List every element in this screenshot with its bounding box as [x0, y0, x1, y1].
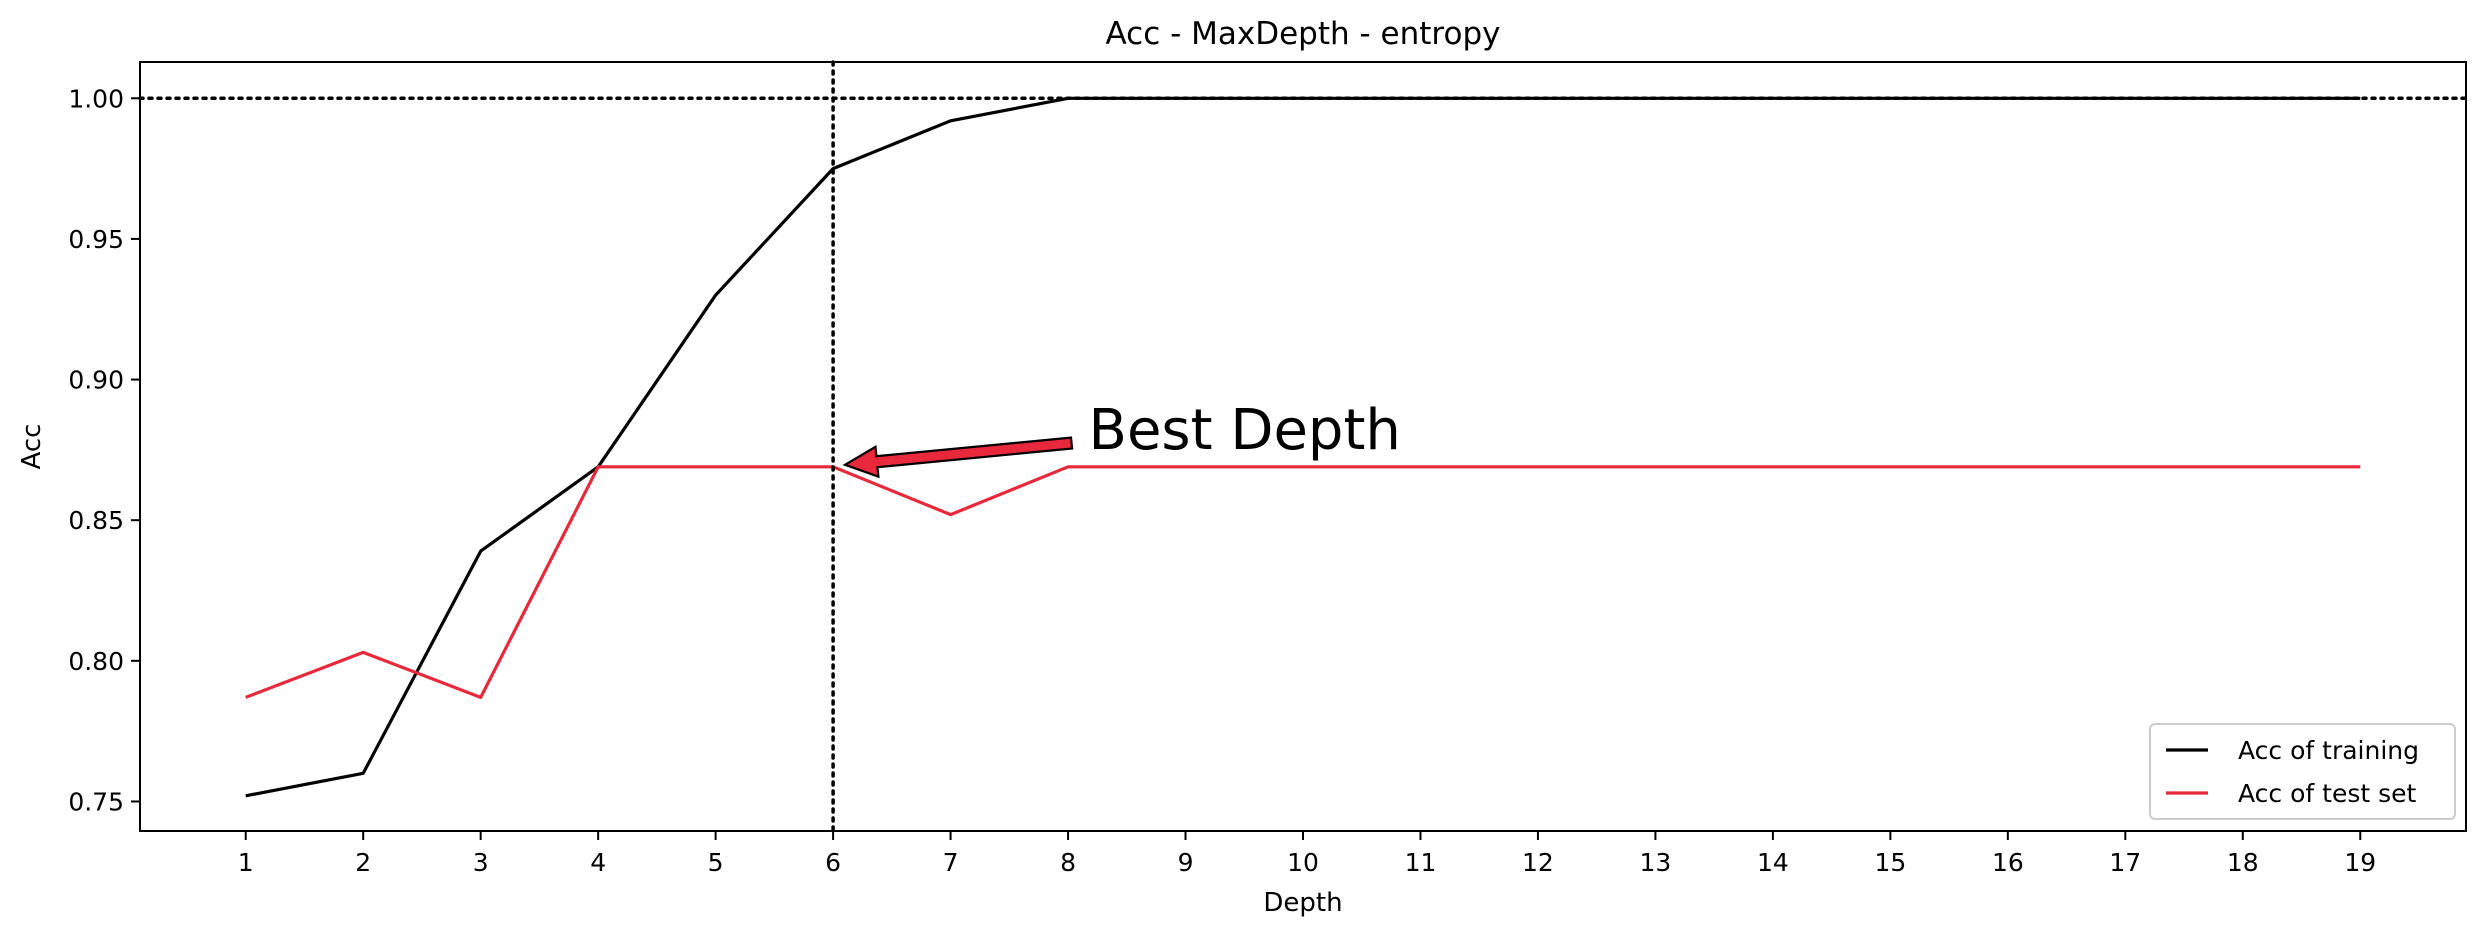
x-axis-label: Depth	[1263, 888, 1342, 918]
x-tick-label: 17	[2109, 848, 2141, 877]
x-axis-ticks: 1 2 3 4 5 6 7 8 9 10 11 12 13 14 15 16 17 18 19	[238, 831, 2376, 877]
legend: Acc of training Acc of test set	[2149, 723, 2456, 820]
x-tick-label: 6	[825, 848, 841, 877]
reference-lines	[138, 60, 2468, 833]
y-tick-label: 0.80	[68, 647, 124, 676]
x-tick-label: 14	[1757, 848, 1789, 877]
y-tick-label: 0.90	[68, 366, 124, 395]
best-depth-annotation: Best Depth	[842, 398, 1401, 479]
y-tick-label: 0.75	[68, 787, 124, 816]
x-tick-label: 8	[1060, 848, 1076, 877]
x-tick-label: 13	[1640, 848, 1672, 877]
x-tick-label: 5	[708, 848, 724, 877]
x-tick-label: 1	[238, 848, 254, 877]
x-tick-label: 18	[2227, 848, 2259, 877]
x-tick-label: 15	[1874, 848, 1906, 877]
x-tick-label: 10	[1287, 848, 1319, 877]
x-tick-label: 7	[943, 848, 959, 877]
annotation-text: Best Depth	[1089, 398, 1401, 463]
x-tick-label: 2	[355, 848, 371, 877]
x-tick-label: 4	[590, 848, 606, 877]
y-tick-label: 0.85	[68, 506, 124, 535]
legend-box	[2149, 723, 2456, 820]
y-axis-ticks: 0.75 0.80 0.85 0.90 0.95 1.00	[68, 84, 140, 816]
x-tick-label: 19	[2344, 848, 2376, 877]
y-tick-label: 1.00	[68, 84, 124, 113]
x-tick-label: 16	[1992, 848, 2024, 877]
x-tick-label: 9	[1178, 848, 1194, 877]
annotation-arrow	[842, 436, 1074, 479]
x-tick-label: 11	[1405, 848, 1437, 877]
legend-label: Acc of test set	[2238, 779, 2417, 808]
test-accuracy-line	[245, 465, 2361, 700]
y-tick-label: 0.95	[68, 225, 124, 254]
y-axis-label: Acc	[17, 424, 47, 470]
x-tick-label: 3	[473, 848, 489, 877]
legend-label: Acc of training	[2238, 736, 2419, 765]
chart-title: Acc - MaxDepth - entropy	[1106, 16, 1501, 52]
x-tick-label: 12	[1522, 848, 1554, 877]
